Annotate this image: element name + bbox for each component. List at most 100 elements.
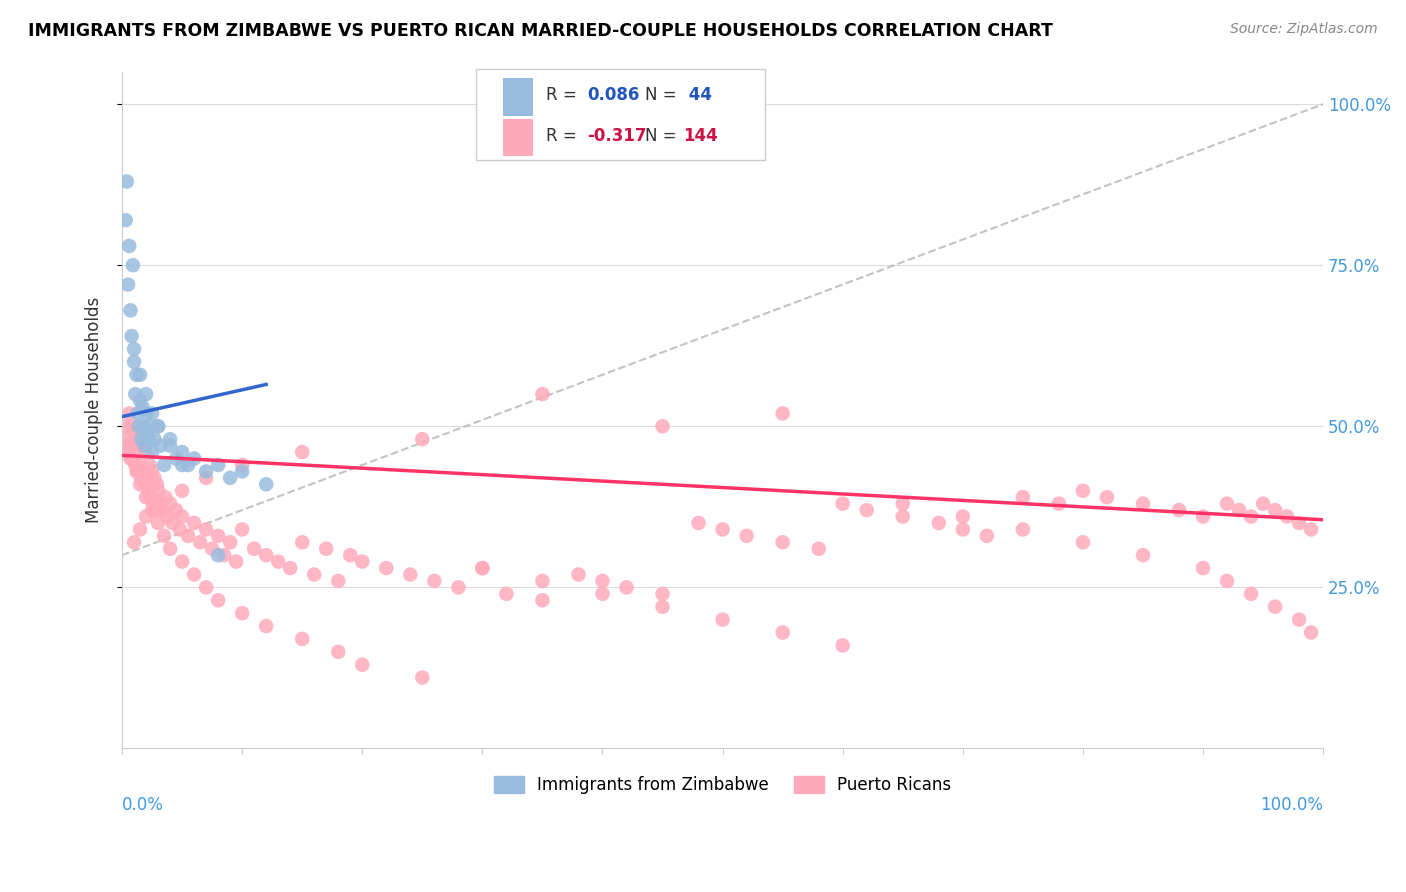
Bar — [503, 78, 533, 116]
Point — [153, 458, 176, 472]
Text: IMMIGRANTS FROM ZIMBABWE VS PUERTO RICAN MARRIED-COUPLE HOUSEHOLDS CORRELATION C: IMMIGRANTS FROM ZIMBABWE VS PUERTO RICAN… — [28, 22, 1053, 40]
Point — [231, 523, 253, 537]
Point — [375, 561, 398, 575]
Point — [183, 567, 205, 582]
Point — [278, 561, 301, 575]
Point — [172, 483, 194, 498]
Point — [1071, 535, 1094, 549]
Point — [291, 445, 314, 459]
Point — [711, 613, 734, 627]
Point — [143, 432, 166, 446]
Point — [177, 529, 200, 543]
Point — [1288, 516, 1310, 530]
Point — [124, 458, 146, 472]
Point — [328, 645, 350, 659]
Point — [567, 567, 589, 582]
Point — [172, 445, 194, 459]
Point — [254, 477, 277, 491]
Text: R =: R = — [546, 87, 582, 104]
Point — [149, 439, 172, 453]
Point — [138, 483, 160, 498]
Point — [155, 490, 177, 504]
Point — [1216, 497, 1239, 511]
Point — [411, 671, 433, 685]
Point — [1132, 497, 1154, 511]
Point — [1240, 509, 1263, 524]
Point — [891, 497, 914, 511]
Point — [1264, 599, 1286, 614]
Point — [188, 535, 211, 549]
Point — [531, 574, 554, 588]
Point — [114, 213, 136, 227]
Point — [146, 516, 169, 530]
Point — [1264, 503, 1286, 517]
Point — [531, 387, 554, 401]
Point — [149, 497, 172, 511]
Point — [136, 425, 159, 440]
Point — [207, 593, 229, 607]
Point — [651, 587, 673, 601]
Point — [339, 548, 361, 562]
Point — [735, 529, 758, 543]
Text: 144: 144 — [683, 127, 717, 145]
Point — [159, 432, 181, 446]
Point — [1192, 509, 1215, 524]
Text: 0.0%: 0.0% — [122, 796, 165, 814]
Point — [1227, 503, 1250, 517]
Point — [127, 465, 149, 479]
Point — [1216, 574, 1239, 588]
Point — [135, 387, 157, 401]
Point — [118, 406, 141, 420]
Text: N =: N = — [644, 87, 682, 104]
Point — [952, 509, 974, 524]
Point — [138, 432, 160, 446]
Point — [328, 574, 350, 588]
Text: -0.317: -0.317 — [586, 127, 647, 145]
Point — [1132, 548, 1154, 562]
Point — [1047, 497, 1070, 511]
Point — [146, 419, 169, 434]
Point — [131, 400, 153, 414]
Point — [169, 523, 191, 537]
Point — [207, 529, 229, 543]
Point — [136, 471, 159, 485]
Point — [117, 277, 139, 292]
Point — [855, 503, 877, 517]
Point — [156, 509, 179, 524]
Point — [254, 548, 277, 562]
Point — [651, 419, 673, 434]
Point — [146, 477, 169, 491]
Text: 44: 44 — [683, 87, 711, 104]
Point — [1275, 509, 1298, 524]
Point — [121, 439, 143, 453]
Point — [122, 535, 145, 549]
Point — [141, 503, 163, 517]
Point — [125, 445, 148, 459]
Point — [127, 406, 149, 420]
Point — [831, 639, 853, 653]
Point — [952, 523, 974, 537]
Point — [231, 458, 253, 472]
Point — [219, 471, 242, 485]
Text: Source: ZipAtlas.com: Source: ZipAtlas.com — [1230, 22, 1378, 37]
Point — [1240, 587, 1263, 601]
FancyBboxPatch shape — [477, 69, 765, 160]
Point — [121, 258, 143, 272]
Text: R =: R = — [546, 127, 582, 145]
Point — [651, 599, 673, 614]
Point — [291, 535, 314, 549]
Point — [616, 581, 638, 595]
Point — [267, 555, 290, 569]
Point — [352, 657, 374, 672]
Point — [129, 368, 152, 382]
Point — [114, 432, 136, 446]
Point — [831, 497, 853, 511]
Point — [139, 490, 162, 504]
Point — [131, 439, 153, 453]
Text: 0.086: 0.086 — [586, 87, 640, 104]
Point — [471, 561, 494, 575]
Point — [125, 465, 148, 479]
Point — [772, 406, 794, 420]
Point — [146, 497, 169, 511]
Point — [121, 419, 143, 434]
